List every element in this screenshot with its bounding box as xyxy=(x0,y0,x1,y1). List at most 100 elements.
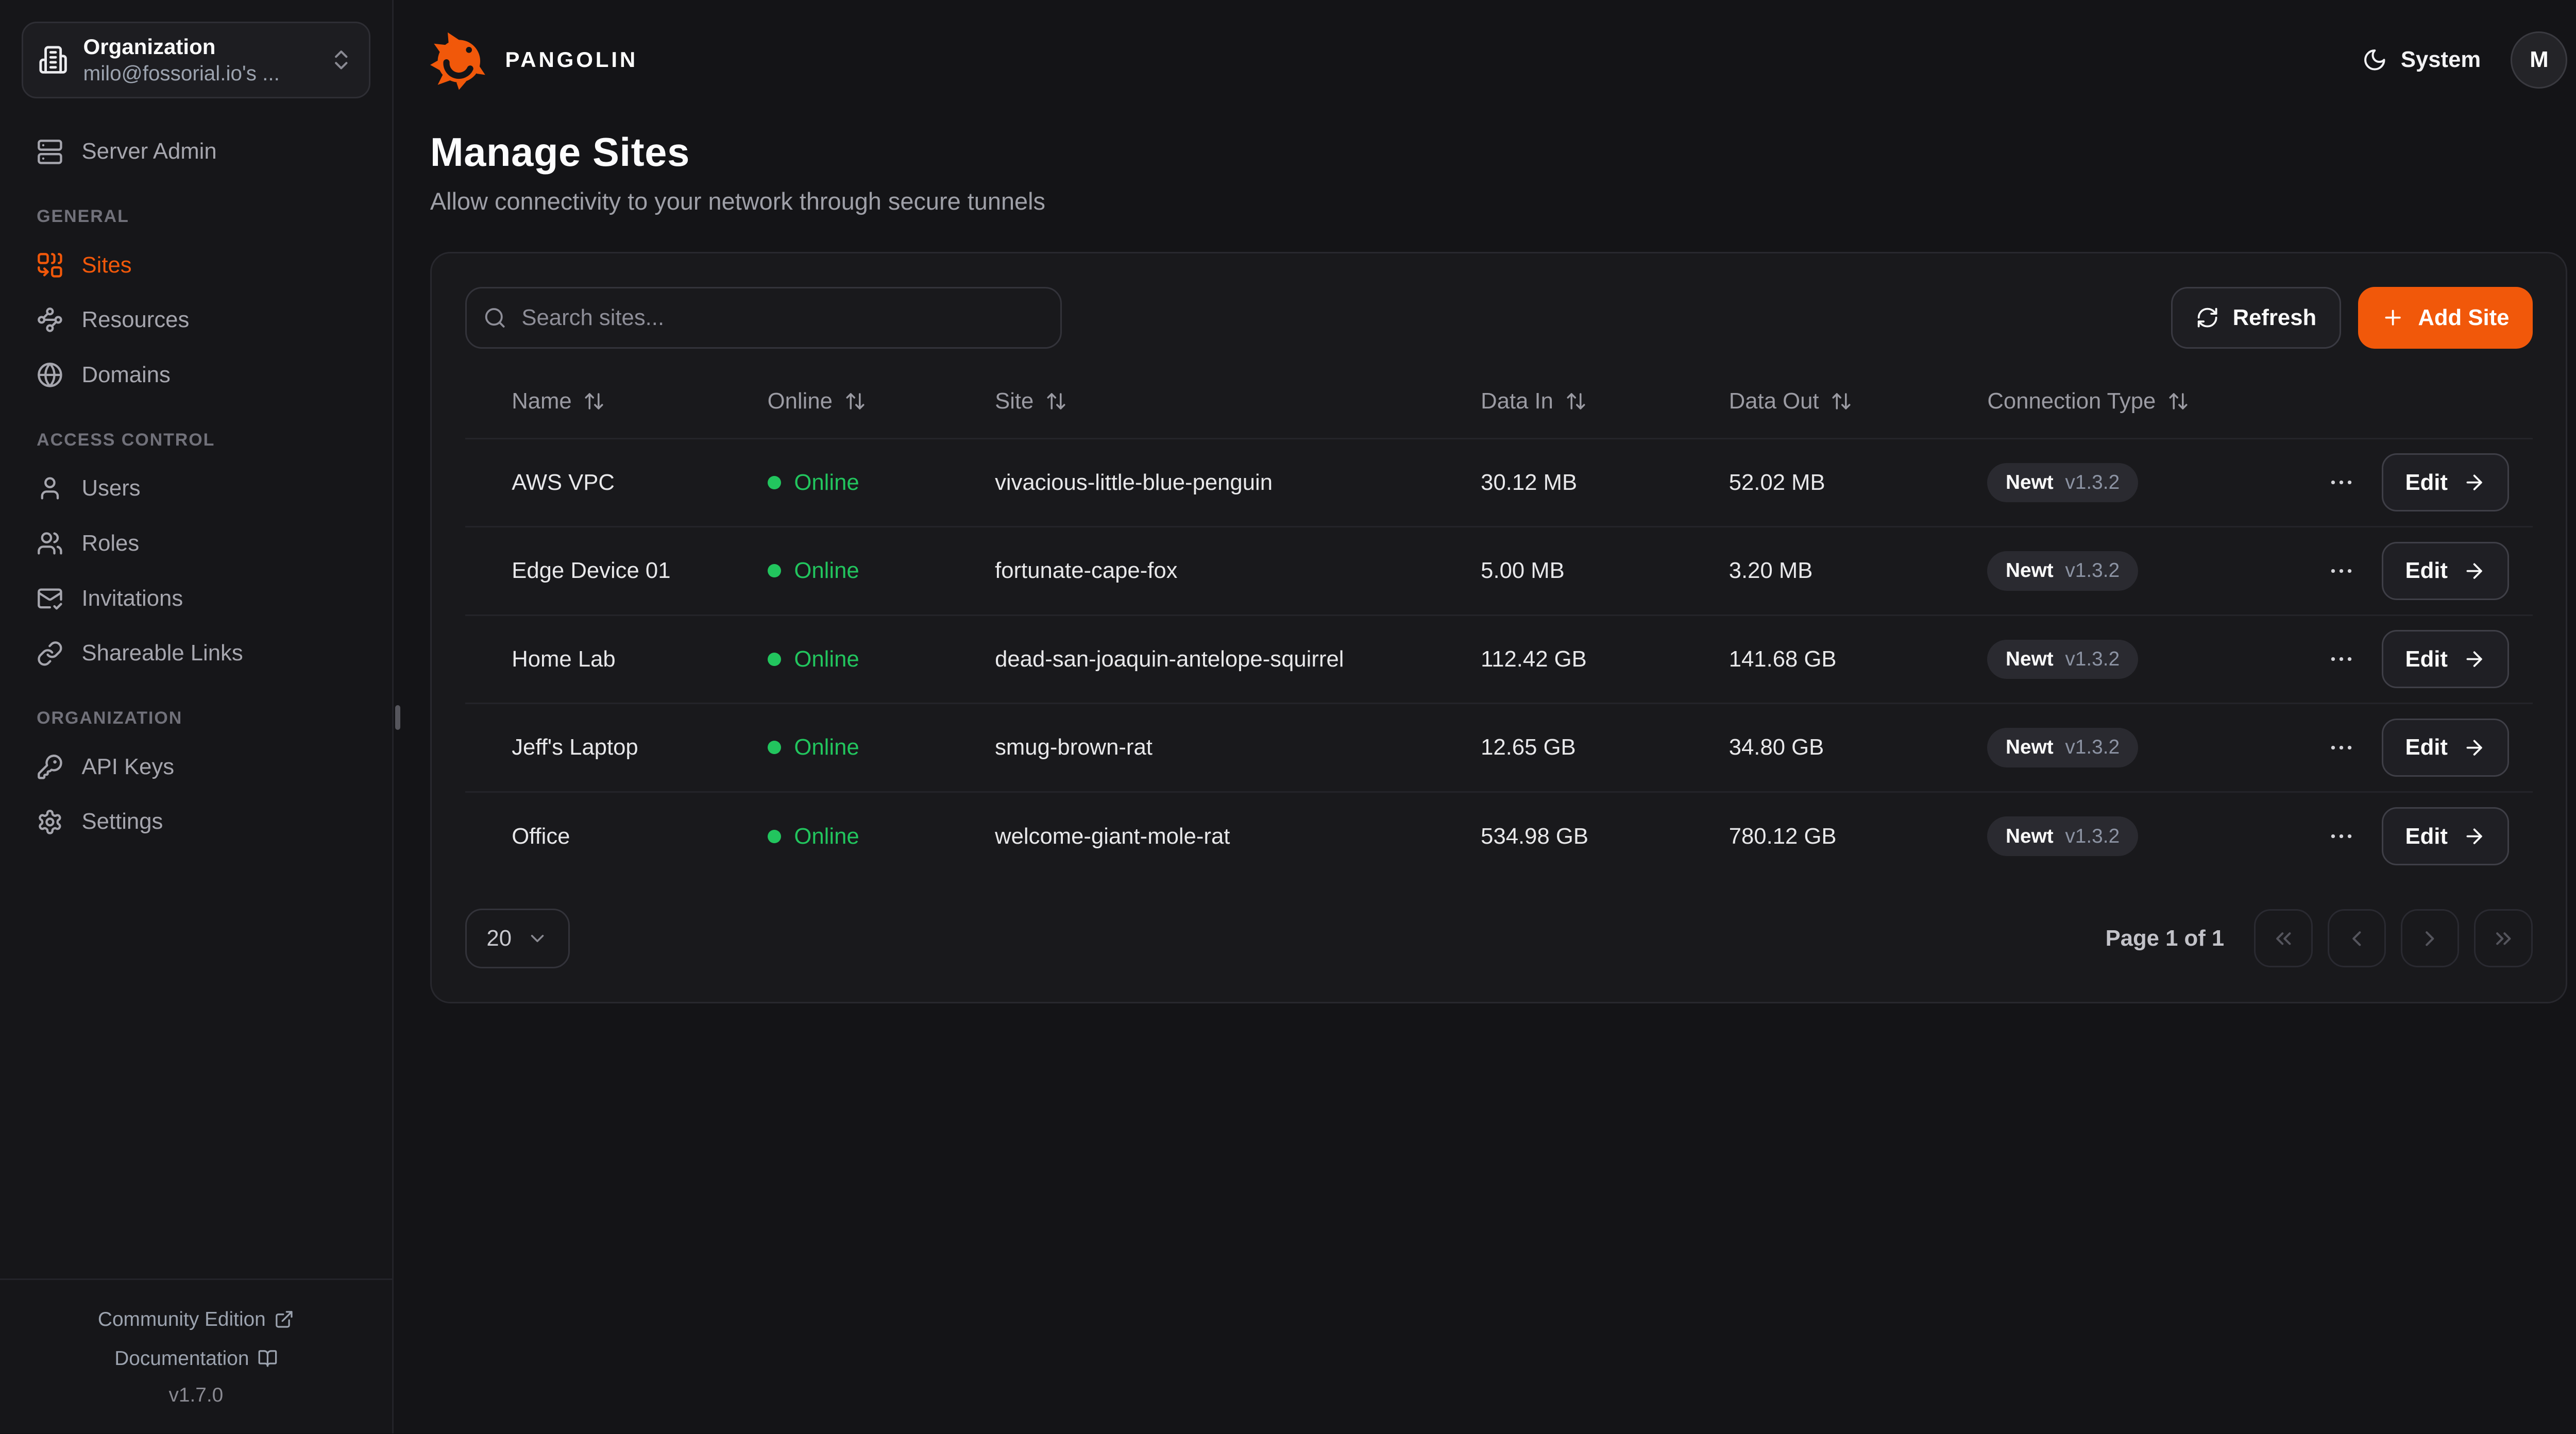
sidebar-footer: Community Edition Documentation v1.7.0 xyxy=(0,1278,392,1433)
row-menu-button[interactable] xyxy=(2327,733,2355,762)
sidebar-nav: Server Admin GENERAL Sites Resources Dom… xyxy=(22,125,370,848)
table-row: Office Online welcome-giant-mole-rat 534… xyxy=(465,791,2533,880)
data-out-cell: 780.12 GB xyxy=(1705,791,1964,880)
org-switcher-label: Organization xyxy=(83,34,216,59)
chevrons-left-icon xyxy=(2276,932,2291,945)
sort-connection-type[interactable]: Connection Type xyxy=(1987,388,2189,414)
sort-online[interactable]: Online xyxy=(768,388,866,414)
page-subtitle: Allow connectivity to your network throu… xyxy=(430,188,1045,215)
connection-type-badge: Newt v1.3.2 xyxy=(1987,816,2138,856)
edit-button[interactable]: Edit xyxy=(2382,718,2510,777)
combine-icon xyxy=(38,252,62,278)
sidebar-item-label: Shareable Links xyxy=(81,640,243,666)
sidebar-resize-handle[interactable] xyxy=(395,705,400,730)
sidebar: Organization milo@fossorial.io's ... Ser… xyxy=(0,0,394,1433)
table-row: Home Lab Online dead-san-joaquin-antelop… xyxy=(465,614,2533,704)
sort-data-in[interactable]: Data In xyxy=(1481,388,1587,414)
plus-icon xyxy=(2385,310,2401,326)
column-header-actions xyxy=(2336,368,2532,438)
row-menu-button[interactable] xyxy=(2327,822,2355,850)
theme-toggle[interactable]: System xyxy=(2362,47,2481,73)
sidebar-item-label: Server Admin xyxy=(81,139,217,164)
refresh-button[interactable]: Refresh xyxy=(2171,286,2342,349)
sidebar-item-roles[interactable]: Roles xyxy=(22,517,370,570)
site-name-cell: Office xyxy=(465,791,744,880)
page-title: Manage Sites xyxy=(430,130,690,175)
online-status: Online xyxy=(767,470,948,496)
table-row: Jeff's Laptop Online smug-brown-rat 12.6… xyxy=(465,703,2533,792)
previous-page-button[interactable] xyxy=(2327,909,2386,968)
sidebar-item-label: Sites xyxy=(81,252,132,278)
arrow-up-down-icon xyxy=(1047,393,1065,410)
chevron-left-icon xyxy=(2352,931,2361,946)
row-menu-button[interactable] xyxy=(2327,557,2355,585)
connection-type-badge: Newt v1.3.2 xyxy=(1987,463,2138,503)
sidebar-item-domains[interactable]: Domains xyxy=(22,348,370,402)
first-page-button[interactable] xyxy=(2254,909,2313,968)
data-out-cell: 141.68 GB xyxy=(1705,614,1964,704)
edit-button[interactable]: Edit xyxy=(2382,630,2510,689)
sidebar-item-users[interactable]: Users xyxy=(22,462,370,515)
arrow-right-icon xyxy=(2466,651,2482,667)
sidebar-item-api-keys[interactable]: API Keys xyxy=(22,740,370,794)
brand: PANGOLIN xyxy=(430,30,638,90)
row-menu-button[interactable] xyxy=(2327,468,2355,497)
main-content: PANGOLIN System M Manage Sites Allow con… xyxy=(394,0,2576,1433)
row-menu-button[interactable] xyxy=(2327,645,2355,673)
last-page-button[interactable] xyxy=(2474,909,2533,968)
sidebar-item-label: Roles xyxy=(81,530,140,556)
sort-site[interactable]: Site xyxy=(995,388,1067,414)
avatar[interactable]: M xyxy=(2511,31,2568,89)
org-switcher[interactable]: Organization milo@fossorial.io's ... xyxy=(22,22,370,98)
page-size-select[interactable]: 20 xyxy=(465,908,570,969)
arrow-right-icon xyxy=(2466,563,2482,579)
sort-name[interactable]: Name xyxy=(512,388,605,414)
online-dot-icon xyxy=(767,564,781,578)
sort-data-out[interactable]: Data Out xyxy=(1729,388,1852,414)
sidebar-item-shareable-links[interactable]: Shareable Links xyxy=(22,627,370,680)
documentation-link[interactable]: Documentation xyxy=(114,1340,277,1377)
sidebar-item-invitations[interactable]: Invitations xyxy=(22,572,370,625)
arrow-right-icon xyxy=(2466,740,2482,756)
sidebar-item-settings[interactable]: Settings xyxy=(22,795,370,849)
search-input[interactable] xyxy=(465,286,1062,349)
connection-type-badge: Newt v1.3.2 xyxy=(1987,639,2138,679)
edit-button[interactable]: Edit xyxy=(2382,541,2510,600)
data-in-cell: 112.42 GB xyxy=(1457,614,1706,704)
page-info: Page 1 of 1 xyxy=(2105,925,2225,951)
ellipsis-icon xyxy=(2331,569,2351,573)
sidebar-item-label: Settings xyxy=(81,809,163,834)
external-link-icon xyxy=(276,1310,293,1328)
sidebar-item-label: Resources xyxy=(81,307,190,333)
community-edition-link[interactable]: Community Edition xyxy=(98,1301,294,1338)
online-dot-icon xyxy=(767,652,781,666)
edit-button[interactable]: Edit xyxy=(2382,807,2510,866)
ellipsis-icon xyxy=(2331,834,2351,839)
sidebar-item-label: Domains xyxy=(81,362,171,388)
data-out-cell: 34.80 GB xyxy=(1705,703,1964,792)
data-in-cell: 534.98 GB xyxy=(1457,791,1706,880)
chevrons-up-down-icon xyxy=(335,50,348,70)
topbar: PANGOLIN System M xyxy=(394,0,2576,120)
column-header-data-out: Data Out xyxy=(1705,368,1964,438)
connection-type-badge: Newt v1.3.2 xyxy=(1987,728,2138,767)
data-in-cell: 5.00 MB xyxy=(1457,526,1706,616)
online-dot-icon xyxy=(767,741,781,755)
arrow-right-icon xyxy=(2466,474,2482,490)
sidebar-item-sites[interactable]: Sites xyxy=(22,238,370,292)
column-header-name: Name xyxy=(465,368,744,438)
connection-type-badge: Newt v1.3.2 xyxy=(1987,551,2138,591)
site-slug-cell: vivacious-little-blue-penguin xyxy=(971,437,1458,527)
site-slug-cell: welcome-giant-mole-rat xyxy=(971,791,1458,880)
arrow-up-down-icon xyxy=(585,393,603,410)
key-icon xyxy=(38,754,62,779)
sidebar-item-resources[interactable]: Resources xyxy=(22,294,370,347)
site-name-cell: Edge Device 01 xyxy=(465,526,744,616)
gear-icon xyxy=(39,809,61,834)
table-row: Edge Device 01 Online fortunate-cape-fox… xyxy=(465,526,2533,616)
next-page-button[interactable] xyxy=(2401,909,2460,968)
add-site-button[interactable]: Add Site xyxy=(2358,286,2533,349)
chevrons-right-icon xyxy=(2496,932,2511,945)
sidebar-item-server-admin[interactable]: Server Admin xyxy=(22,125,370,179)
edit-button[interactable]: Edit xyxy=(2382,453,2510,512)
